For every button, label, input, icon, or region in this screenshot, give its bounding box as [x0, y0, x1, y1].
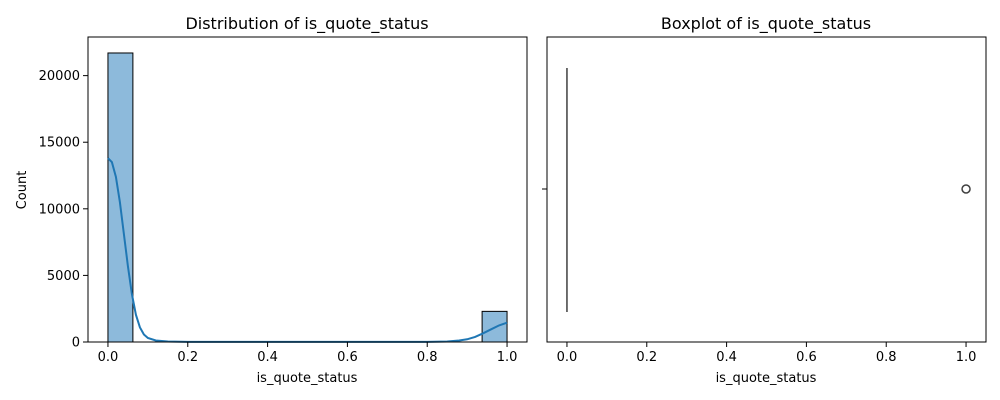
histogram-bar: [107, 52, 134, 343]
boxplot-x-label: is_quote_status: [716, 371, 817, 386]
histogram-bars: [107, 52, 508, 343]
x-tick-label: 0.0: [557, 350, 578, 365]
boxplot-title: Boxplot of is_quote_status: [661, 14, 871, 34]
y-tick-label: 0: [72, 336, 80, 351]
x-tick-label: 0.6: [796, 350, 817, 365]
histogram-y-label: Count: [15, 171, 30, 210]
boxplot-chart: Boxplot of is_quote_status 0.0 0.2 0.4 0.6 0…: [542, 14, 987, 386]
x-tick-label: 0.2: [636, 350, 657, 365]
x-tick-label: 1.0: [497, 350, 518, 365]
histogram-chart: Distribution of is_quote_status 0.0 0.2 0.…: [15, 14, 528, 386]
histogram-x-ticks: 0.0 0.2 0.4 0.6 0.8 1.0: [98, 342, 518, 365]
x-tick-label: 0.8: [417, 350, 438, 365]
y-tick-label: 20000: [39, 69, 80, 84]
histogram-axes-frame: [87, 36, 528, 343]
x-tick-label: 0.4: [257, 350, 278, 365]
outlier-point: [961, 184, 971, 194]
y-tick-label: 10000: [39, 202, 80, 217]
y-tick-label: 15000: [39, 136, 80, 151]
histogram-x-label: is_quote_status: [257, 371, 358, 386]
x-tick-label: 0.2: [177, 350, 198, 365]
x-tick-label: 0.4: [716, 350, 737, 365]
x-tick-label: 1.0: [956, 350, 977, 365]
y-tick-label: 5000: [47, 269, 80, 284]
x-tick-label: 0.0: [98, 350, 119, 365]
histogram-y-ticks: 0 5000 10000 15000 20000: [39, 69, 88, 351]
x-tick-label: 0.8: [876, 350, 897, 365]
x-tick-label: 0.6: [337, 350, 358, 365]
boxplot-marks: [566, 68, 971, 312]
histogram-title: Distribution of is_quote_status: [185, 14, 428, 34]
histogram-bar: [481, 310, 508, 343]
boxplot-x-ticks: 0.0 0.2 0.4 0.6 0.8 1.0: [557, 342, 977, 365]
